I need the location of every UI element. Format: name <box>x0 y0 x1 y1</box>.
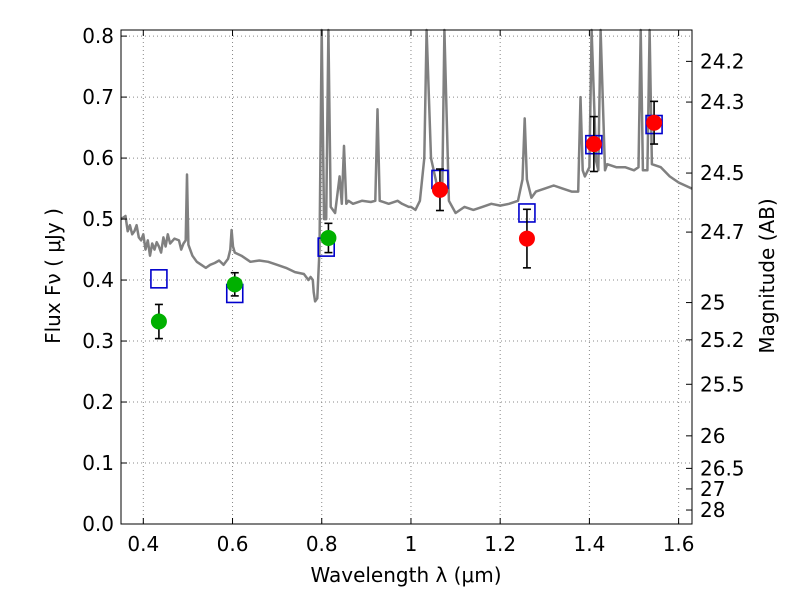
x-tick-label: 1 <box>405 532 418 556</box>
y2-tick-label: 25 <box>700 291 725 315</box>
y-tick-label: 0.5 <box>82 207 114 231</box>
y2-tick-label: 25.2 <box>700 328 745 352</box>
y-tick-label: 0.7 <box>82 85 114 109</box>
y2-tick-label: 26.5 <box>700 456 745 480</box>
y-tick-label: 0.1 <box>82 451 114 475</box>
green-data-point <box>320 229 337 246</box>
green-data-point <box>226 276 243 293</box>
model-box <box>150 269 168 289</box>
y-tick-label: 0.3 <box>82 329 114 353</box>
red-data-point <box>518 230 535 247</box>
grid <box>121 30 692 525</box>
x-tick-label: 1.6 <box>663 532 695 556</box>
y2-tick-label: 24.5 <box>700 161 745 185</box>
green-data-point <box>150 313 167 330</box>
sed-layer <box>120 28 693 303</box>
red-data-point <box>431 181 448 198</box>
y2-axis-title: Magnitude (AB) <box>755 198 779 353</box>
y2-tick-label: 24.2 <box>700 49 745 73</box>
y2-tick-label: 26 <box>700 424 725 448</box>
x-axis-title: Wavelength λ (μm) <box>310 563 501 587</box>
y-tick-label: 0.6 <box>82 146 114 170</box>
model-boxes-layer <box>150 114 663 304</box>
points-layer <box>150 114 663 330</box>
red-data-point <box>646 114 663 131</box>
y2-tick-label: 24.7 <box>700 220 745 244</box>
y-tick-label: 0.8 <box>82 24 114 48</box>
red-data-point <box>585 136 602 153</box>
x-tick-label: 1.4 <box>573 532 605 556</box>
ticks-layer: 0.4 0.6 0.8 1 1.2 1.4 1.6 0.0 0.1 0.2 0.3 0.4 0.5 0.6… <box>82 24 744 556</box>
x-tick-label: 0.8 <box>306 532 338 556</box>
y2-tick-label: 27 <box>700 477 725 501</box>
x-tick-label: 0.4 <box>127 532 159 556</box>
y-tick-label: 0.4 <box>82 268 114 292</box>
y-axis-title: Flux Fν ( μJy ) <box>41 208 65 344</box>
x-tick-label: 0.6 <box>217 532 249 556</box>
sed-line <box>120 28 693 303</box>
y-tick-label: 0.2 <box>82 390 114 414</box>
x-tick-label: 1.2 <box>484 532 516 556</box>
y2-tick-label: 25.5 <box>700 372 745 396</box>
plot-frame <box>120 29 693 525</box>
y-tick-label: 0.0 <box>82 512 114 536</box>
y2-tick-label: 24.3 <box>700 90 745 114</box>
y2-tick-label: 28 <box>700 498 725 522</box>
